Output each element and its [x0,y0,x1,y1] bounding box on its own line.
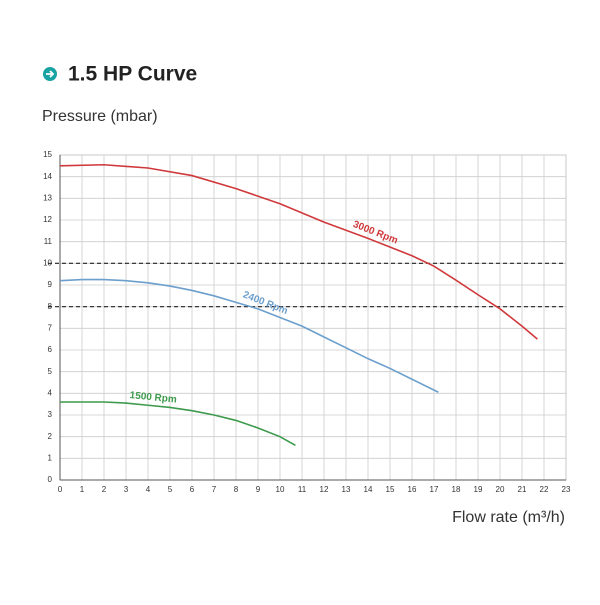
x-tick-label: 15 [386,485,395,494]
x-tick-label: 6 [190,485,195,494]
x-tick-label: 21 [518,485,527,494]
x-tick-label: 5 [168,485,173,494]
y-tick-label: 7 [48,323,53,332]
y-tick-label: 9 [48,280,53,289]
x-tick-label: 8 [234,485,239,494]
x-axis-label: Flow rate (m³/h) [452,509,565,526]
x-tick-label: 14 [364,485,373,494]
x-tick-label: 7 [212,485,217,494]
y-tick-label: 5 [48,367,53,376]
y-tick-label: 12 [43,215,52,224]
x-tick-label: 4 [146,485,151,494]
x-tick-label: 2 [102,485,107,494]
y-tick-label: 10 [43,258,52,267]
y-tick-label: 6 [48,345,53,354]
y-tick-label: 3 [48,410,53,419]
series-label: 1500 Rpm [129,390,177,406]
series-label: 2400 Rpm [241,289,289,317]
y-tick-label: 13 [43,193,52,202]
series-label: 3000 Rpm [351,219,399,247]
x-tick-label: 12 [320,485,329,494]
y-axis-label: Pressure (mbar) [42,108,158,125]
x-tick-label: 11 [298,485,307,494]
y-tick-label: 11 [44,237,53,246]
x-tick-label: 22 [540,485,549,494]
plot-area [59,154,567,481]
series-line [60,401,296,447]
y-tick-label: 14 [43,172,52,181]
chart-title: 1.5 HP Curve [68,63,197,86]
x-tick-label: 10 [276,485,285,494]
x-tick-label: 9 [256,485,261,494]
y-tick-label: 1 [48,453,53,462]
y-tick-label: 2 [48,432,53,441]
x-tick-label: 23 [562,485,571,494]
y-tick-label: 4 [48,388,53,397]
x-tick-label: 17 [430,485,439,494]
y-tick-label: 0 [48,475,53,484]
y-tick-label: 15 [43,150,52,159]
series-line [59,278,439,393]
x-tick-label: 0 [58,485,63,494]
x-tick-label: 20 [496,485,505,494]
x-tick-label: 19 [474,485,483,494]
x-tick-label: 1 [80,485,85,494]
x-tick-label: 13 [342,485,351,494]
x-tick-label: 16 [408,485,417,494]
x-tick-label: 18 [452,485,461,494]
series-line [59,163,538,340]
x-tick-label: 3 [124,485,129,494]
title-icon-arrow [46,70,55,78]
